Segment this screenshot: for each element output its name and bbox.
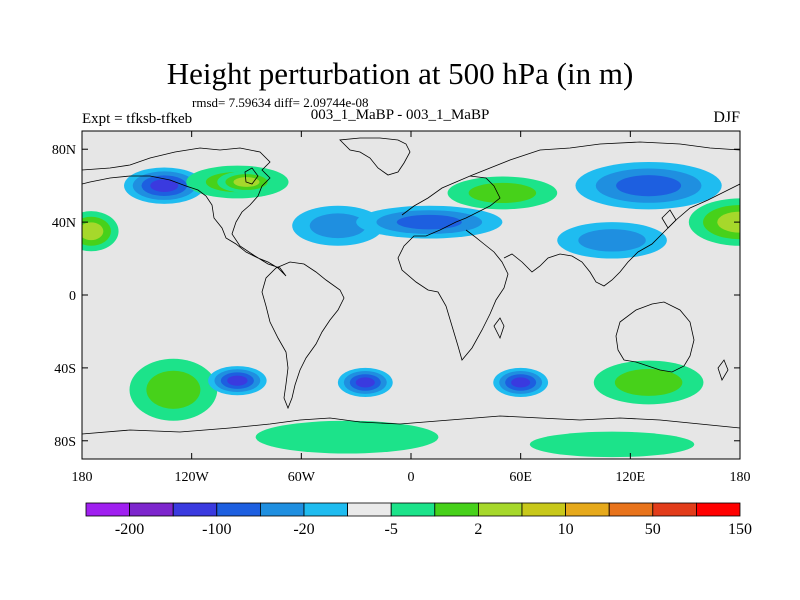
anomaly-contour-14-2: [614, 369, 683, 396]
anomaly-contour-15-1: [255, 420, 439, 454]
lat-tick-label: 40S: [54, 362, 76, 377]
lon-tick-label: 180: [72, 470, 93, 485]
anomaly-contour-7-2: [468, 182, 537, 204]
plot-area: [82, 131, 740, 459]
lon-tick-label: 60W: [288, 470, 316, 485]
colorbar-label: 10: [558, 521, 574, 538]
lat-tick-label: 0: [69, 289, 76, 304]
anomaly-contour-3-3: [82, 222, 104, 241]
coastline-madagascar: [493, 317, 505, 340]
colorbar-label: 2: [474, 521, 482, 538]
stats-label: rmsd= 7.59634 diff= 2.09744e-08: [192, 95, 369, 110]
colorbar-label: 50: [645, 521, 661, 538]
coastline-europe-africa: [397, 175, 509, 361]
colorbar-swatch: [390, 502, 436, 517]
case-label: 003_1_MaBP - 003_1_MaBP: [310, 107, 490, 123]
lon-tick-label: 60E: [509, 470, 532, 485]
colorbar-swatch: [652, 502, 697, 517]
coastline-asia: [469, 141, 740, 287]
longitude-axis: 180 120W 60W 0 60E 120E 180: [72, 131, 751, 485]
colorbar-swatch: [216, 502, 261, 517]
season-label: DJF: [713, 109, 740, 126]
colorbar-swatch: [303, 502, 348, 517]
colorbar-swatch: [477, 502, 523, 517]
colorbar-label: 150: [728, 521, 752, 538]
colorbar-label: -5: [385, 521, 398, 538]
lon-tick-label: 180: [730, 470, 751, 485]
lat-tick-label: 80N: [52, 143, 76, 158]
coastline-new-zealand: [717, 359, 729, 381]
lon-tick-label: 0: [408, 470, 415, 485]
anomaly-contour-9-2: [578, 229, 646, 252]
anomaly-contour-10-2: [146, 370, 201, 409]
colorbar-swatch: [696, 502, 741, 517]
coastline-south-america: [261, 261, 345, 410]
colorbar-swatch: [521, 502, 566, 517]
experiment-label: Expt = tfksb-tfkeb: [82, 111, 193, 127]
anomaly-contour-6-3: [396, 214, 462, 230]
anomaly-contour-16-1: [529, 431, 695, 458]
colorbar-swatch: [259, 502, 305, 517]
colorbar-swatch: [608, 502, 654, 517]
coastline-australia: [615, 301, 695, 373]
colorbar-label: -100: [202, 521, 231, 538]
coastline-japan: [661, 209, 677, 229]
lon-tick-label: 120E: [616, 470, 646, 485]
colorbar-label: -200: [115, 521, 144, 538]
anomaly-contour-4-3: [717, 211, 740, 233]
latitude-axis: 80N 40N 0 40S 80S: [52, 143, 740, 450]
anomaly-contour-5-2: [309, 213, 367, 239]
anomaly-contour-12-4: [355, 377, 375, 388]
anomaly-contour-0-4: [150, 179, 179, 193]
coastline-hudson-bay: [244, 167, 259, 185]
lon-tick-label: 120W: [175, 470, 210, 485]
colorbar-swatch: [347, 502, 392, 517]
coastline-north-america: [82, 147, 287, 277]
anomaly-contour-11-4: [227, 375, 248, 386]
colorbar-swatch: [172, 502, 218, 517]
colorbar-swatch: [434, 502, 479, 517]
colorbar-swatch: [565, 502, 610, 517]
plot-title: Height perturbation at 500 hPa (in m): [166, 56, 634, 91]
anomaly-contour-13-4: [511, 377, 531, 388]
coastline-antarctica: [82, 415, 740, 435]
lat-tick-label: 40N: [52, 216, 76, 231]
anomaly-contour-8-3: [616, 175, 682, 197]
colorbar-swatch: [85, 502, 130, 517]
coastline-layer: [82, 137, 740, 435]
coastline-greenland: [339, 137, 411, 176]
colorbar-swatch: [129, 502, 174, 517]
colorbar: -200 -100 -20 -5 2 10 50 150: [85, 502, 752, 538]
lat-tick-label: 80S: [54, 435, 76, 450]
colorbar-label: -20: [293, 521, 314, 538]
